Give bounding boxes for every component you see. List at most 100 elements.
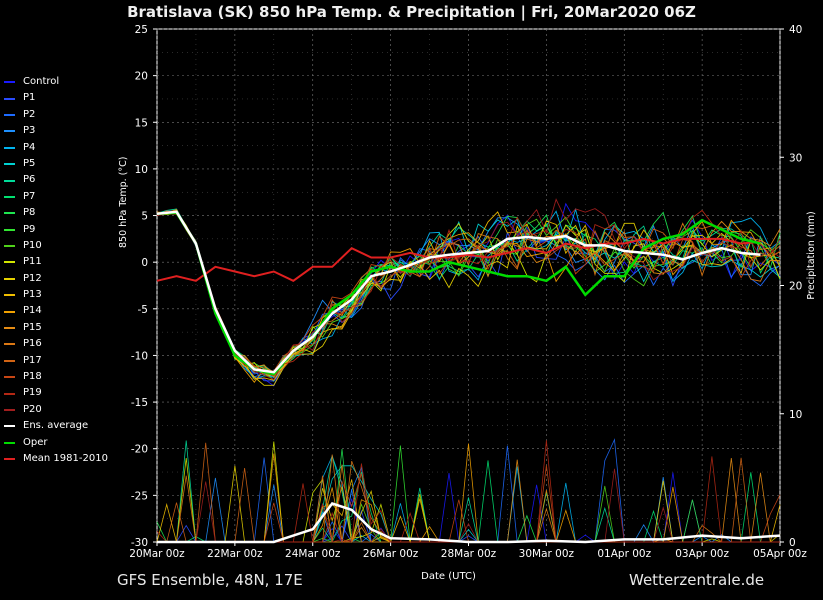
legend-swatch — [4, 458, 15, 461]
legend-item: P13 — [4, 287, 108, 303]
legend-label: P19 — [23, 387, 42, 399]
legend-item: P20 — [4, 402, 108, 418]
legend-label: P8 — [23, 207, 36, 219]
legend-item: Ens. average — [4, 418, 108, 434]
member-temp-line — [156, 198, 781, 381]
legend-item: P1 — [4, 90, 108, 106]
legend-label: P17 — [23, 354, 42, 366]
y2-tick-label: 20 — [789, 281, 802, 293]
legend-label: P18 — [23, 371, 42, 383]
legend-item: P15 — [4, 320, 108, 336]
y-tick-label: -15 — [131, 397, 148, 409]
legend-swatch — [4, 163, 15, 166]
legend-swatch — [4, 310, 15, 313]
x-tick-label: 24Mar 00z — [285, 548, 341, 560]
legend-label: P2 — [23, 108, 36, 120]
legend-label: P20 — [23, 403, 42, 415]
legend-item: P11 — [4, 254, 108, 270]
y2-axis-label: Precipitation (mm) — [806, 211, 817, 299]
legend-item: Mean 1981-2010 — [4, 451, 108, 467]
legend-swatch — [4, 261, 15, 264]
legend-label: P1 — [23, 92, 36, 104]
legend-label: P9 — [23, 223, 36, 235]
chart-title: Bratislava (SK) 850 hPa Temp. & Precipit… — [127, 3, 696, 21]
legend-item: P9 — [4, 222, 108, 238]
legend-label: P6 — [23, 174, 36, 186]
y-tick-label: 20 — [135, 71, 148, 83]
legend-item: Control — [4, 74, 108, 90]
x-tick-label: 28Mar 00z — [441, 548, 497, 560]
y-tick-label: 0 — [141, 257, 148, 269]
legend-swatch — [4, 113, 15, 116]
legend-swatch — [4, 343, 15, 346]
legend-item: P8 — [4, 205, 108, 221]
legend-swatch — [4, 359, 15, 362]
legend-label: P10 — [23, 239, 42, 251]
footer-source: Wetterzentrale.de — [629, 571, 765, 589]
y-tick-label: 25 — [135, 24, 148, 36]
legend-swatch — [4, 245, 15, 248]
legend-item: P16 — [4, 336, 108, 352]
legend-item: P18 — [4, 369, 108, 385]
x-tick-label: 20Mar 00z — [129, 548, 185, 560]
legend-label: Oper — [23, 436, 48, 448]
legend-swatch — [4, 441, 15, 444]
legend-item: P7 — [4, 189, 108, 205]
x-tick-label: 05Apr 00z — [753, 548, 807, 560]
legend-label: P12 — [23, 272, 42, 284]
legend-swatch — [4, 179, 15, 182]
legend-swatch — [4, 97, 15, 100]
legend-label: P3 — [23, 125, 36, 137]
legend-swatch — [4, 392, 15, 395]
y-tick-label: -25 — [131, 490, 148, 502]
legend-label: P5 — [23, 157, 36, 169]
x-tick-label: 22Mar 00z — [207, 548, 263, 560]
legend-label: P14 — [23, 305, 42, 317]
legend-swatch — [4, 228, 15, 231]
legend-item: P5 — [4, 156, 108, 172]
legend-label: P11 — [23, 256, 42, 268]
y-tick-label: -20 — [131, 444, 148, 456]
y2-tick-label: 0 — [789, 537, 796, 549]
ens-average-precip-line — [157, 502, 781, 544]
legend-swatch — [4, 81, 15, 84]
ens-average-temp-line — [156, 210, 761, 374]
legend-label: Ens. average — [23, 420, 89, 432]
legend-label: Control — [23, 76, 60, 87]
legend-label: Mean 1981-2010 — [23, 452, 108, 464]
y2-tick-label: 10 — [789, 409, 802, 421]
legend-item: P2 — [4, 107, 108, 123]
legend-swatch — [4, 376, 15, 379]
mean-1981-2010-line — [156, 237, 761, 282]
legend-item: P17 — [4, 353, 108, 369]
member-temp-line — [156, 208, 781, 378]
legend-swatch — [4, 146, 15, 149]
legend-label: P7 — [23, 190, 36, 202]
y-tick-label: 10 — [135, 164, 148, 176]
legend-label: P15 — [23, 321, 42, 333]
x-tick-label: 01Apr 00z — [597, 548, 651, 560]
legend-swatch — [4, 327, 15, 330]
legend-item: P10 — [4, 238, 108, 254]
legend-label: P16 — [23, 338, 42, 350]
x-tick-label: 26Mar 00z — [363, 548, 419, 560]
legend-item: P4 — [4, 140, 108, 156]
y-tick-label: -5 — [138, 304, 148, 316]
legend: Control P1 P2 P3 P4 P5 P6 P7 P8 P9 P10 P11 P12 P13 P14… — [4, 74, 108, 467]
legend-item: P6 — [4, 172, 108, 188]
y2-tick-label: 30 — [789, 152, 802, 164]
legend-label: P13 — [23, 289, 42, 301]
legend-swatch — [4, 130, 15, 133]
x-axis-label: Date (UTC) — [421, 571, 476, 582]
legend-swatch — [4, 409, 15, 411]
y-tick-label: -30 — [131, 537, 148, 549]
y2-tick-label: 40 — [789, 24, 802, 36]
legend-swatch — [4, 425, 15, 428]
y-axis-label: 850 hPa Temp. (°C) — [118, 156, 129, 248]
legend-item: P19 — [4, 385, 108, 401]
legend-label: P4 — [23, 141, 36, 153]
footer-model-info: GFS Ensemble, 48N, 17E — [117, 571, 303, 589]
legend-item: P14 — [4, 303, 108, 319]
y-tick-label: -10 — [131, 350, 148, 362]
